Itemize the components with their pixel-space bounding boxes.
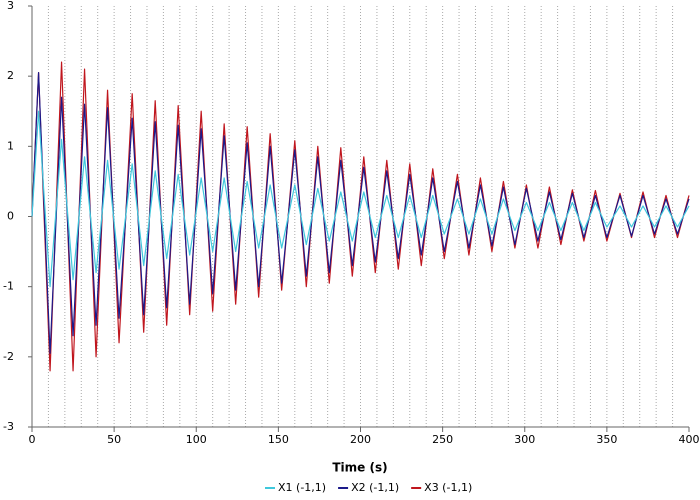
x-tick-label: 0 bbox=[29, 433, 36, 446]
legend-label: X1 (-1,1) bbox=[278, 481, 326, 494]
legend: X1 (-1,1) X2 (-1,1) X3 (-1,1) bbox=[265, 481, 472, 494]
y-tick-label: 0 bbox=[7, 210, 14, 223]
x-tick-label: 350 bbox=[596, 433, 617, 446]
x-tick-label: 150 bbox=[268, 433, 289, 446]
x-tick-label: 400 bbox=[679, 433, 700, 446]
x-tick-label: 250 bbox=[432, 433, 453, 446]
x-tick-label: 100 bbox=[186, 433, 207, 446]
legend-label: X3 (-1,1) bbox=[424, 481, 472, 494]
y-tick-label: 3 bbox=[7, 0, 14, 12]
x-tick-label: 50 bbox=[107, 433, 121, 446]
x-tick-label: 300 bbox=[514, 433, 535, 446]
y-tick-label: -1 bbox=[3, 280, 14, 293]
series-line bbox=[31, 110, 690, 288]
legend-label: X2 (-1,1) bbox=[351, 481, 399, 494]
x-tick-label: 200 bbox=[350, 433, 371, 446]
y-tick-label: 1 bbox=[7, 139, 14, 152]
y-tick-label: 2 bbox=[7, 69, 14, 82]
y-tick-label: -3 bbox=[3, 420, 14, 433]
y-tick-label: -2 bbox=[3, 350, 14, 363]
x-axis-title: Time (s) bbox=[332, 461, 387, 475]
